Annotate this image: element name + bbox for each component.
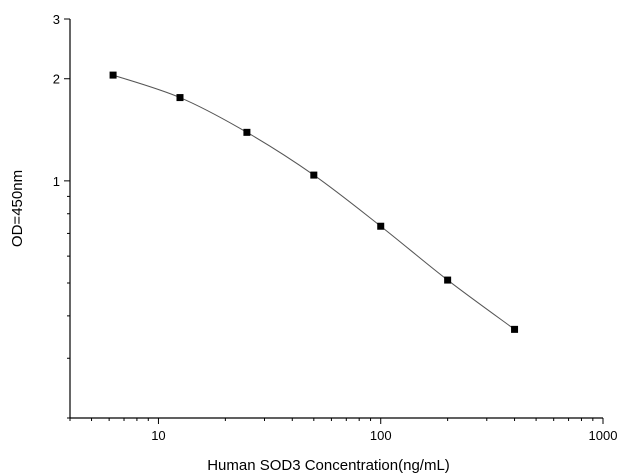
x-tick-label: 100: [370, 428, 392, 443]
x-tick-label: 10: [151, 428, 165, 443]
data-point: [377, 222, 385, 230]
data-point: [444, 276, 452, 284]
x-axis-title: Human SOD3 Concentration(ng/mL): [207, 457, 450, 474]
x-ticks: 10 100 1000: [69, 418, 618, 443]
data-point: [511, 325, 519, 333]
data-point: [176, 94, 184, 102]
data-points: [109, 71, 519, 333]
fit-curve: [112, 74, 515, 330]
data-point: [109, 71, 117, 79]
axes: [69, 19, 603, 419]
y-tick-label: 1: [53, 174, 60, 189]
y-tick-label: 2: [53, 72, 60, 87]
data-point: [243, 128, 251, 136]
y-axis-title: OD=450nm: [9, 170, 26, 247]
y-ticks: 1 2 3: [53, 12, 70, 419]
x-tick-label: 1000: [589, 428, 618, 443]
data-point: [310, 171, 318, 179]
y-tick-label: 3: [53, 12, 60, 27]
